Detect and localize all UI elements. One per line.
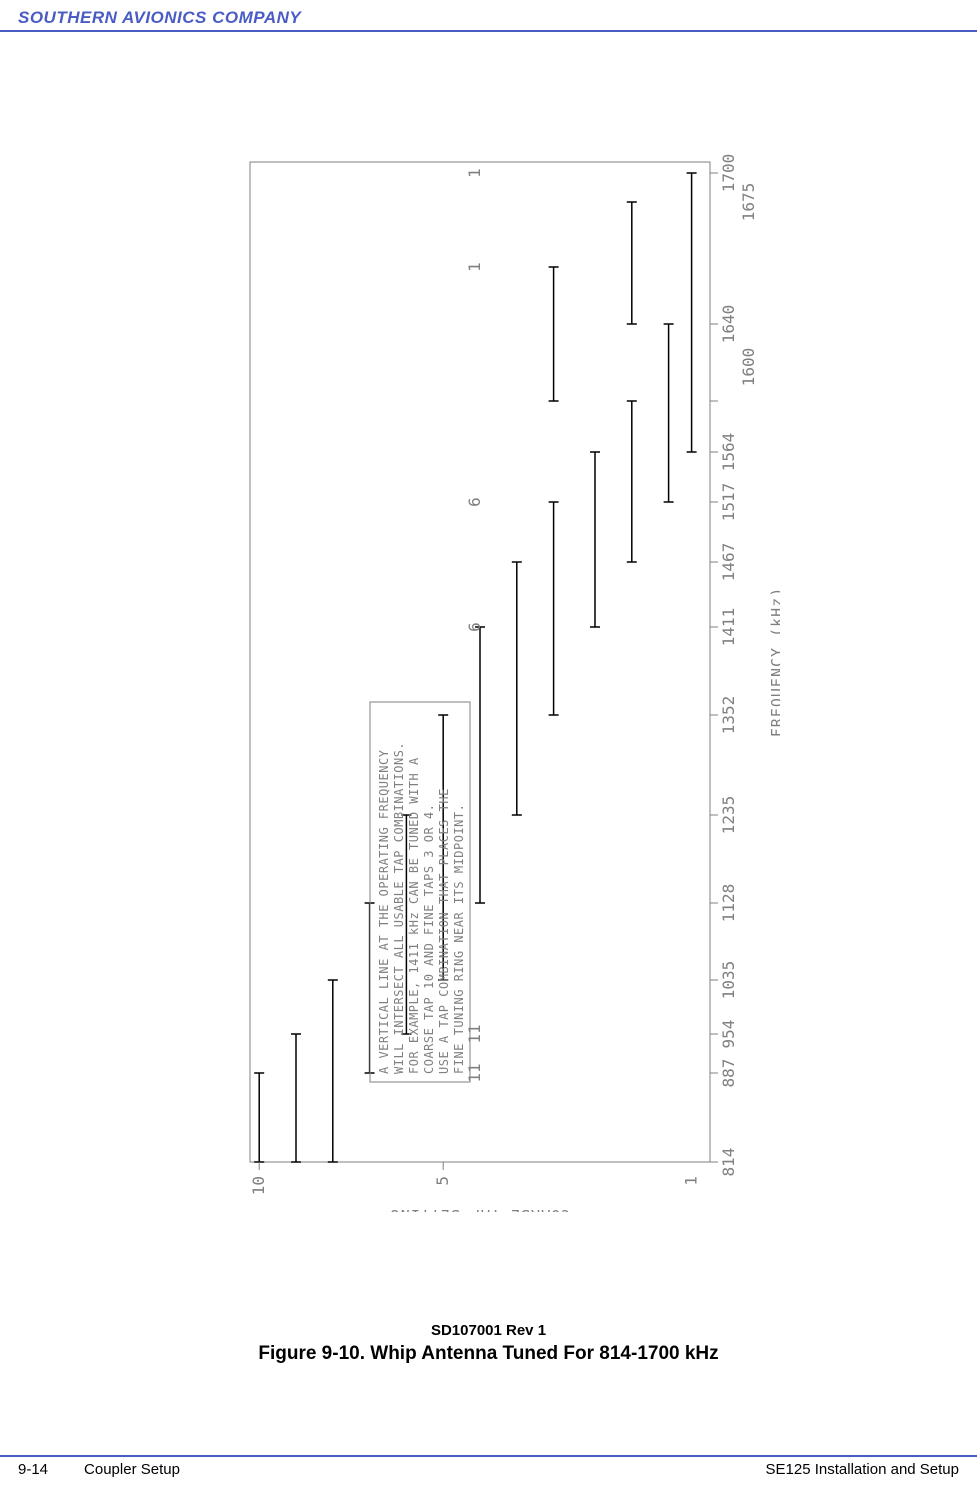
svg-text:1564: 1564: [719, 433, 738, 472]
svg-text:1: 1: [465, 168, 484, 178]
svg-text:WILL INTERSECT ALL USABLE TAP: WILL INTERSECT ALL USABLE TAP COMBINATIO…: [392, 742, 406, 1074]
footer-document-title: SE125 Installation and Setup: [766, 1461, 959, 1478]
svg-text:FOR EXAMPLE, 1411 kHz CAN BE T: FOR EXAMPLE, 1411 kHz CAN BE TUNED WITH …: [407, 757, 421, 1074]
svg-text:10: 10: [249, 1176, 268, 1195]
svg-text:5: 5: [433, 1176, 452, 1186]
diagram-svg-container: 8148879541035112812351352141114671517156…: [180, 112, 780, 1212]
tuning-chart: 8148879541035112812351352141114671517156…: [180, 112, 780, 1212]
svg-text:1035: 1035: [719, 961, 738, 1000]
svg-text:1: 1: [465, 262, 484, 272]
svg-text:1411: 1411: [719, 608, 738, 647]
svg-text:6: 6: [465, 497, 484, 507]
svg-text:USE A TAP COMBINATION THAT PLA: USE A TAP COMBINATION THAT PLACES THE: [437, 788, 451, 1074]
svg-text:814: 814: [719, 1148, 738, 1177]
svg-text:1640: 1640: [719, 305, 738, 344]
footer-section: Coupler Setup: [84, 1461, 180, 1478]
svg-text:6: 6: [465, 622, 484, 632]
svg-text:A VERTICAL LINE AT THE OPERATI: A VERTICAL LINE AT THE OPERATING FREQUEN…: [377, 749, 391, 1074]
svg-text:FREQUENCY (kHz): FREQUENCY (kHz): [768, 587, 780, 737]
svg-text:1517: 1517: [719, 483, 738, 522]
svg-text:1675: 1675: [739, 183, 758, 222]
caption-revision: SD107001 Rev 1: [0, 1322, 977, 1339]
svg-text:1467: 1467: [719, 543, 738, 582]
svg-text:1600: 1600: [739, 348, 758, 387]
caption-title: Figure 9-10. Whip Antenna Tuned For 814-…: [0, 1343, 977, 1365]
svg-text:1700: 1700: [719, 154, 738, 193]
svg-text:1235: 1235: [719, 796, 738, 835]
svg-text:1128: 1128: [719, 884, 738, 923]
svg-text:11: 11: [465, 1063, 484, 1082]
svg-text:COARSE TAP SETTING: COARSE TAP SETTING: [390, 1206, 571, 1212]
footer-rule: [0, 1455, 977, 1457]
svg-text:1352: 1352: [719, 696, 738, 735]
svg-text:1: 1: [682, 1176, 701, 1186]
svg-text:11: 11: [465, 1024, 484, 1043]
footer-page-number: 9-14: [18, 1461, 48, 1478]
svg-text:COARSE TAP 10 AND FINE TAPS 3: COARSE TAP 10 AND FINE TAPS 3 OR 4.: [422, 804, 436, 1074]
figure-caption: SD107001 Rev 1 Figure 9-10. Whip Antenna…: [0, 1322, 977, 1365]
main-content: 8148879541035112812351352141114671517156…: [0, 32, 977, 1362]
svg-text:887: 887: [719, 1059, 738, 1088]
svg-text:FINE TUNING RING NEAR ITS MIDP: FINE TUNING RING NEAR ITS MIDPOINT.: [452, 804, 466, 1074]
company-header: SOUTHERN AVIONICS COMPANY: [0, 0, 977, 28]
page-footer: 9-14 Coupler Setup SE125 Installation an…: [0, 1455, 977, 1492]
svg-text:954: 954: [719, 1020, 738, 1049]
